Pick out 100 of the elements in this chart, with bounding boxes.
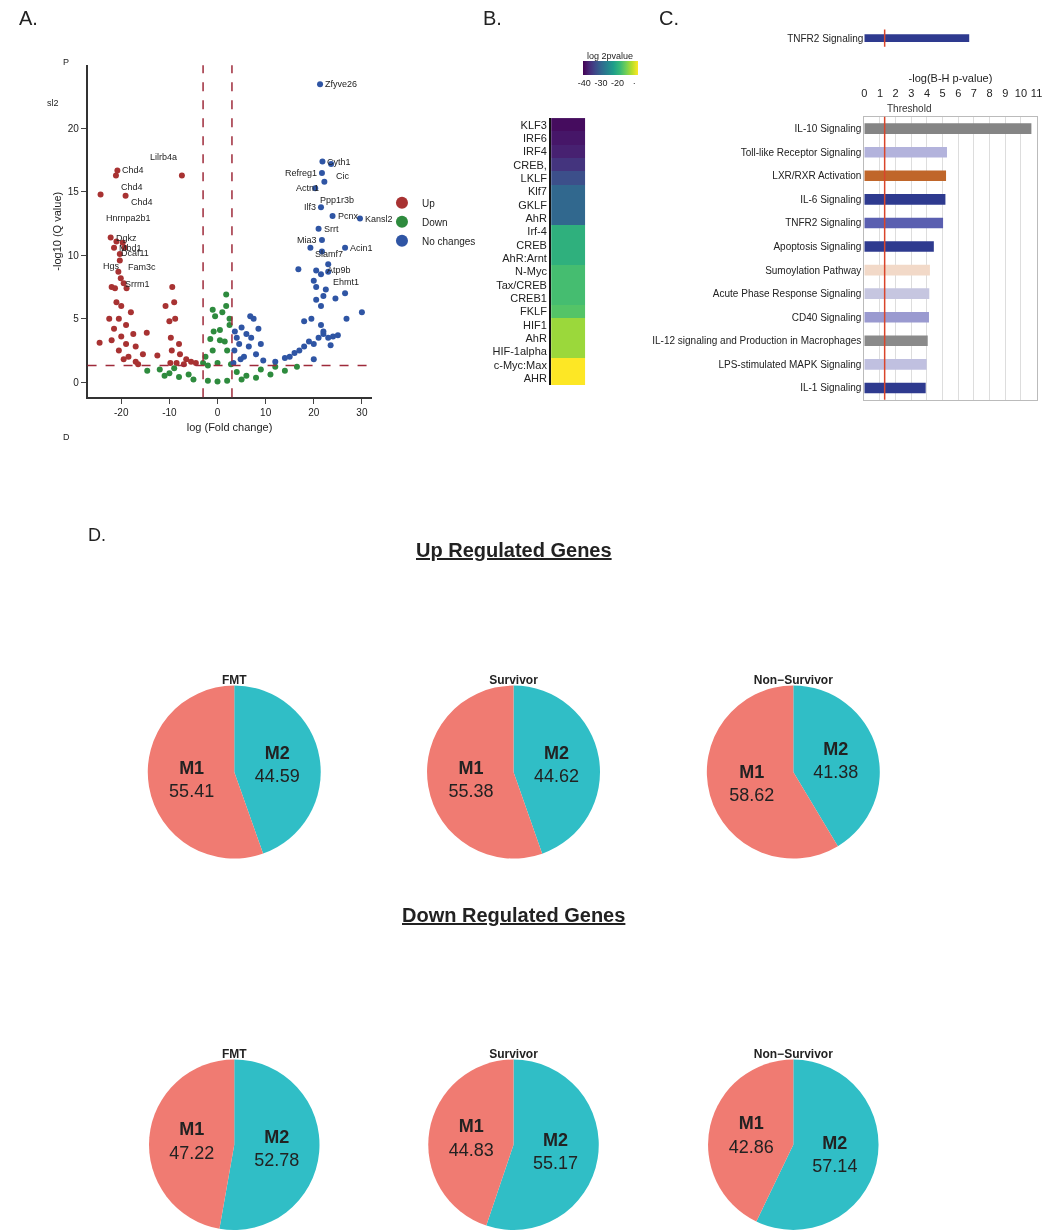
x-axis-title: log (Fold change)	[186, 420, 273, 433]
slice-label: M1	[739, 761, 765, 782]
x-tick-label: 5	[939, 87, 946, 100]
slice-label: M2	[264, 742, 290, 763]
data-label: 44.83	[448, 1139, 494, 1160]
y-tick-label: 0	[73, 376, 80, 388]
slice-label: M2	[264, 1126, 290, 1147]
chart-title: Survivor	[489, 1046, 539, 1061]
text: P	[63, 57, 70, 67]
data-label: 55.38	[448, 781, 494, 802]
text: D.	[88, 525, 106, 545]
slice-label: M2	[823, 738, 849, 759]
slice-label: M1	[179, 757, 205, 778]
color-bar-label: -20	[611, 78, 625, 89]
color-bar-title: log 2pvalue	[587, 51, 634, 62]
y-tick-label: AhR	[525, 332, 547, 345]
x-tick-label: 10	[1014, 87, 1028, 100]
x-tick-label: 3	[908, 87, 915, 100]
x-tick-label: 6	[955, 87, 962, 100]
annotation: Acin1	[350, 243, 373, 253]
y-tick-label: CD40 Signaling	[791, 311, 862, 323]
annotation: Cic	[336, 171, 350, 181]
y-tick-label: IL-1 Signaling	[800, 382, 862, 394]
y-tick-label: IL-6 Signaling	[800, 193, 862, 205]
y-tick-label: AhR	[525, 212, 547, 225]
data-label: 42.86	[728, 1136, 774, 1157]
chart-subtitle: Up Regulated Genes	[416, 539, 612, 561]
y-tick-label: 15	[67, 186, 80, 198]
y-tick-label: HIF-1alpha	[492, 345, 548, 358]
y-tick-label: FKLF	[519, 305, 548, 318]
annotation: Chd4	[131, 197, 153, 207]
chart-title: Survivor	[489, 672, 539, 687]
annotation: Pcnx	[338, 211, 359, 221]
chart-subtitle: Down Regulated Genes	[402, 904, 626, 926]
ref-line-label: Threshold	[887, 103, 932, 114]
annotation: Hnrnpa2b1	[106, 213, 151, 223]
y-tick-label: Irf-4	[527, 225, 547, 238]
y-tick-label: LKLF	[520, 171, 548, 184]
chart-title: Non−Survivor	[753, 672, 834, 687]
x-tick-label: 4	[923, 87, 930, 100]
data-label: 44.62	[533, 766, 579, 787]
y-tick-label: 5	[73, 313, 80, 325]
data-label: 52.78	[254, 1150, 300, 1171]
x-tick-label: 9	[1002, 87, 1009, 100]
annotation: Chd4	[121, 182, 143, 192]
y-tick-label: KLF3	[520, 118, 547, 131]
y-tick-label: IRF6	[523, 131, 547, 144]
text: A.	[19, 7, 38, 29]
data-label: 41.38	[813, 761, 859, 782]
x-tick-label: 0	[214, 407, 221, 419]
data-label: 58.62	[729, 785, 775, 806]
data-label: 55.41	[169, 781, 215, 802]
text: D	[63, 432, 70, 442]
x-tick-label: 2	[892, 87, 899, 100]
y-tick-label: Sumoylation Pathway	[765, 264, 862, 276]
color-bar-label: -40	[577, 78, 591, 89]
x-tick-label: 20	[308, 407, 320, 419]
annotation: Slamf7	[315, 249, 344, 259]
annotation: Cyth1	[327, 157, 351, 167]
y-tick-label: AHR	[523, 372, 547, 385]
x-tick-label: -20	[114, 407, 129, 419]
annotation: Hgs	[103, 261, 120, 271]
y-tick-label: TNFR2 Signaling	[785, 217, 862, 229]
slice-label: M1	[458, 757, 484, 778]
slice-label: M1	[458, 1116, 484, 1137]
y-tick-label: CREB1	[510, 292, 547, 305]
x-tick-label: 8	[986, 87, 993, 100]
annotation: Srrt	[324, 224, 339, 234]
legend-label: Up	[421, 197, 436, 209]
annotation: Atp9b	[327, 265, 351, 275]
text: B.	[483, 7, 502, 29]
y-tick-label: c-Myc:Max	[493, 358, 548, 371]
chart-title: Non−Survivor	[753, 1046, 834, 1061]
slice-label: M2	[543, 1129, 569, 1150]
y-tick-label: HIF1	[523, 318, 547, 331]
x-tick-label: 30	[356, 407, 368, 419]
y-tick-label: N-Myc	[515, 265, 548, 278]
color-bar-label: ·	[632, 78, 636, 89]
x-tick-label: 11	[1030, 87, 1043, 100]
y-tick-label: AhR:Arnt	[502, 252, 547, 265]
annotation: Ehmt1	[333, 277, 360, 287]
y-tick-label: IL-10 Signaling	[794, 123, 862, 135]
y-tick-label: LXR/RXR Activation	[772, 170, 862, 182]
slice-label: M2	[543, 743, 569, 764]
annotation: Dgkz	[116, 233, 137, 243]
y-tick-label: Acute Phase Response Signaling	[712, 288, 862, 300]
data-label: 44.59	[254, 766, 300, 787]
y-tick-label: Toll-like Receptor Signaling	[740, 146, 862, 158]
annotation: Refreg1	[285, 168, 318, 178]
annotation: Ppp1r3b	[320, 195, 355, 205]
y-tick-label: 20	[67, 123, 80, 135]
text: sl2	[47, 98, 59, 108]
annotation: Zfyve26	[325, 79, 358, 89]
legend-label: Down	[421, 216, 448, 228]
annotation: Mia3	[297, 235, 317, 245]
y-axis-title: -log10 (Q value)	[50, 191, 63, 271]
chart-title: FMT	[221, 1046, 248, 1061]
y-tick-label: Klf7	[527, 185, 547, 198]
y-tick-label: TNFR2 Signaling	[787, 32, 864, 44]
data-label: 55.17	[533, 1153, 579, 1174]
